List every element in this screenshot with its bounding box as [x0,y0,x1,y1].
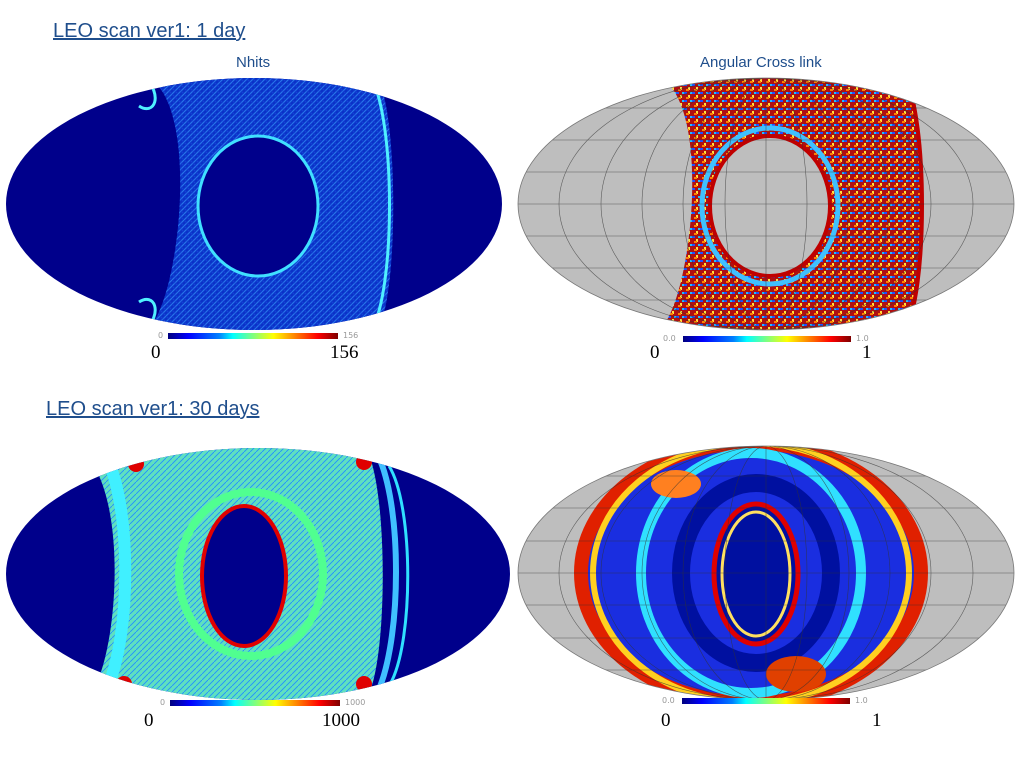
right-band [369,448,399,700]
nhits-30day-map [6,448,510,700]
p3-max-small: 1000 [345,698,366,707]
p3-max: 1000 [322,710,360,731]
p2-colorbar [683,336,851,342]
p1-min: 0 [151,342,161,363]
p2-min: 0 [650,342,660,363]
crosslink-30day-map [517,445,1015,701]
right-band-2 [387,465,410,687]
inner-hole [711,501,801,647]
nhits-1day-map [6,78,502,330]
p4-max: 1 [872,710,882,731]
hot-corner [356,454,372,470]
edge-ridge [368,78,391,330]
inner-hole-glow [720,510,792,638]
crosslink-title: Angular Cross link [700,54,822,71]
p1-max-small: 156 [343,331,359,340]
p1-max: 156 [330,342,359,363]
p1-colorbar [168,333,338,339]
p2-max: 1 [862,342,872,363]
inner-hole [200,504,288,648]
inner-ring [699,125,841,287]
p4-min: 0 [661,710,671,731]
heading-1-day: LEO scan ver1: 1 day [53,20,246,42]
heading-30-days: LEO scan ver1: 30 days [46,398,260,420]
hot-corner [116,676,132,692]
p4-max-small: 1.0 [855,696,868,705]
hot-corner [356,676,372,692]
p3-min: 0 [144,710,154,731]
p3-min-small: 0 [160,698,166,707]
hot-corner [128,456,144,472]
p2-max-small: 1.0 [856,334,869,343]
hot-spot [766,656,826,692]
crosslink-1day-map [517,77,1015,331]
p3-colorbar [170,700,340,706]
hot-spot [651,470,701,498]
p4-colorbar [682,698,850,704]
inner-hole [196,134,320,278]
p1-min-small: 0 [158,331,164,340]
inner-hole [708,134,832,278]
nhits-title: Nhits [236,54,271,71]
p4-min-small: 0.0 [662,696,675,705]
p2-min-small: 0.0 [663,334,676,343]
inner-ring-outer [175,488,327,660]
